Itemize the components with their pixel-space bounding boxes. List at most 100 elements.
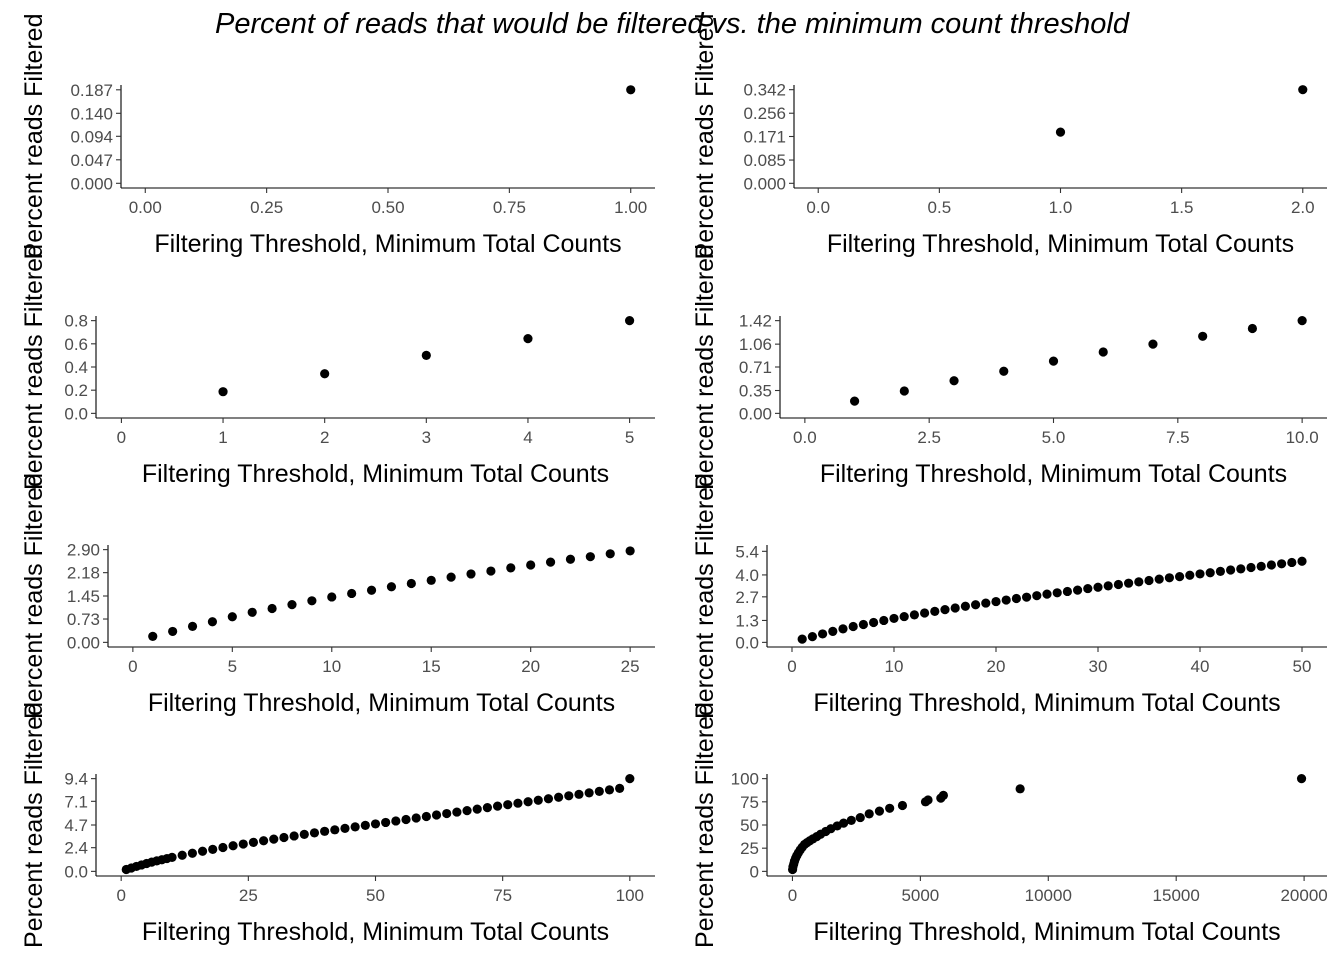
data-point (1032, 591, 1042, 601)
data-point (401, 814, 411, 825)
data-point (208, 844, 218, 854)
y-tick-label: 0.256 (743, 104, 786, 123)
data-point (839, 818, 849, 828)
data-point (999, 366, 1009, 376)
data-point (287, 600, 297, 610)
data-point (1001, 595, 1011, 605)
data-point (849, 396, 860, 406)
figure-title: Percent of reads that would be filtered … (215, 8, 1130, 40)
data-point (1055, 127, 1066, 137)
y-tick-label: 0.4 (64, 358, 88, 377)
x-tick-label: 10.0 (1286, 428, 1319, 447)
x-tick-label: 0.00 (129, 198, 162, 217)
x-tick-label: 3 (422, 428, 431, 447)
x-tick-label: 0 (788, 886, 797, 905)
data-point (366, 585, 377, 595)
data-point (1277, 559, 1287, 569)
x-tick-label: 30 (1089, 657, 1108, 676)
data-point (981, 598, 991, 608)
x-tick-label: 5 (228, 657, 237, 676)
x-tick-label: 1.00 (614, 198, 647, 217)
y-tick-label: 7.1 (64, 792, 88, 811)
x-tick-label: 7.5 (1166, 428, 1190, 447)
data-point (624, 316, 635, 326)
y-axis-title: Percent reads Filtered (20, 702, 48, 948)
data-point (625, 546, 635, 556)
data-point (513, 798, 523, 808)
data-point (177, 850, 187, 860)
data-point (238, 839, 248, 849)
data-point (585, 552, 595, 562)
data-point (148, 631, 158, 641)
data-point (1296, 774, 1307, 784)
data-point (1093, 582, 1103, 592)
data-point (340, 823, 350, 833)
data-point (1287, 557, 1297, 568)
data-point (858, 619, 868, 630)
x-axis-title: Filtering Threshold, Minimum Total Count… (142, 460, 609, 488)
data-point (817, 629, 828, 639)
y-axis-title: Percent reads Filtered (691, 702, 719, 948)
data-point (1015, 784, 1025, 794)
x-tick-label: 5.0 (1042, 428, 1066, 447)
y-tick-label: 5.4 (735, 542, 759, 561)
data-point (187, 621, 198, 631)
data-point (506, 563, 516, 573)
data-point (797, 634, 807, 644)
x-tick-label: 25 (239, 886, 258, 905)
data-point (503, 800, 513, 810)
data-point (1246, 562, 1256, 573)
data-point (289, 831, 299, 841)
y-tick-label: 0.73 (67, 610, 100, 629)
data-point (864, 809, 874, 819)
data-point (868, 617, 879, 628)
data-point (472, 804, 482, 814)
data-point (1148, 339, 1158, 349)
y-tick-label: 0.35 (739, 382, 772, 401)
data-point (543, 794, 554, 804)
data-point (1083, 583, 1093, 594)
data-point (897, 800, 908, 811)
x-tick-label: 0 (787, 657, 796, 676)
x-tick-label: 10 (322, 657, 341, 676)
y-axis-title: Percent reads Filtered (691, 14, 719, 260)
y-tick-label: 25 (740, 839, 759, 858)
x-tick-label: 1 (218, 428, 227, 447)
x-tick-label: 0 (117, 428, 126, 447)
y-axis-title: Percent reads Filtered (20, 14, 48, 260)
x-axis-title: Filtering Threshold, Minimum Total Count… (148, 689, 615, 717)
data-point (1098, 347, 1108, 357)
y-tick-label: 100 (731, 770, 759, 789)
data-point (1154, 574, 1164, 584)
x-axis-title: Filtering Threshold, Minimum Total Count… (820, 460, 1287, 488)
data-point (218, 842, 228, 853)
data-point (482, 803, 493, 813)
y-tick-label: 0.047 (70, 151, 113, 170)
data-point (1175, 572, 1185, 582)
x-tick-label: 1.0 (1049, 198, 1073, 217)
data-point (899, 386, 909, 396)
data-point (452, 807, 462, 817)
data-point (594, 786, 604, 796)
panel-6: 0.0 1.3 2.7 4.0 5.4 0 10 20 30 40 50 Filtering Thre… (691, 473, 1327, 719)
data-point (462, 805, 472, 816)
data-point (350, 822, 360, 832)
data-point (228, 841, 238, 851)
data-point (885, 803, 895, 813)
data-point (615, 783, 625, 794)
y-tick-label: 0.6 (64, 335, 88, 354)
data-point (406, 578, 416, 589)
y-tick-label: 0.0 (64, 862, 88, 881)
data-point (848, 621, 858, 632)
y-tick-label: 0.094 (70, 127, 113, 146)
y-axis-title: Percent reads Filtered (20, 244, 48, 490)
data-point (1144, 575, 1154, 586)
data-point (940, 605, 950, 615)
x-tick-label: 2.5 (917, 428, 941, 447)
y-tick-label: 0.0 (735, 633, 759, 652)
x-tick-label: 5 (625, 428, 634, 447)
data-point (923, 795, 933, 805)
y-tick-label: 0.342 (743, 81, 786, 100)
y-tick-label: 0.085 (743, 151, 786, 170)
data-point (168, 626, 178, 637)
